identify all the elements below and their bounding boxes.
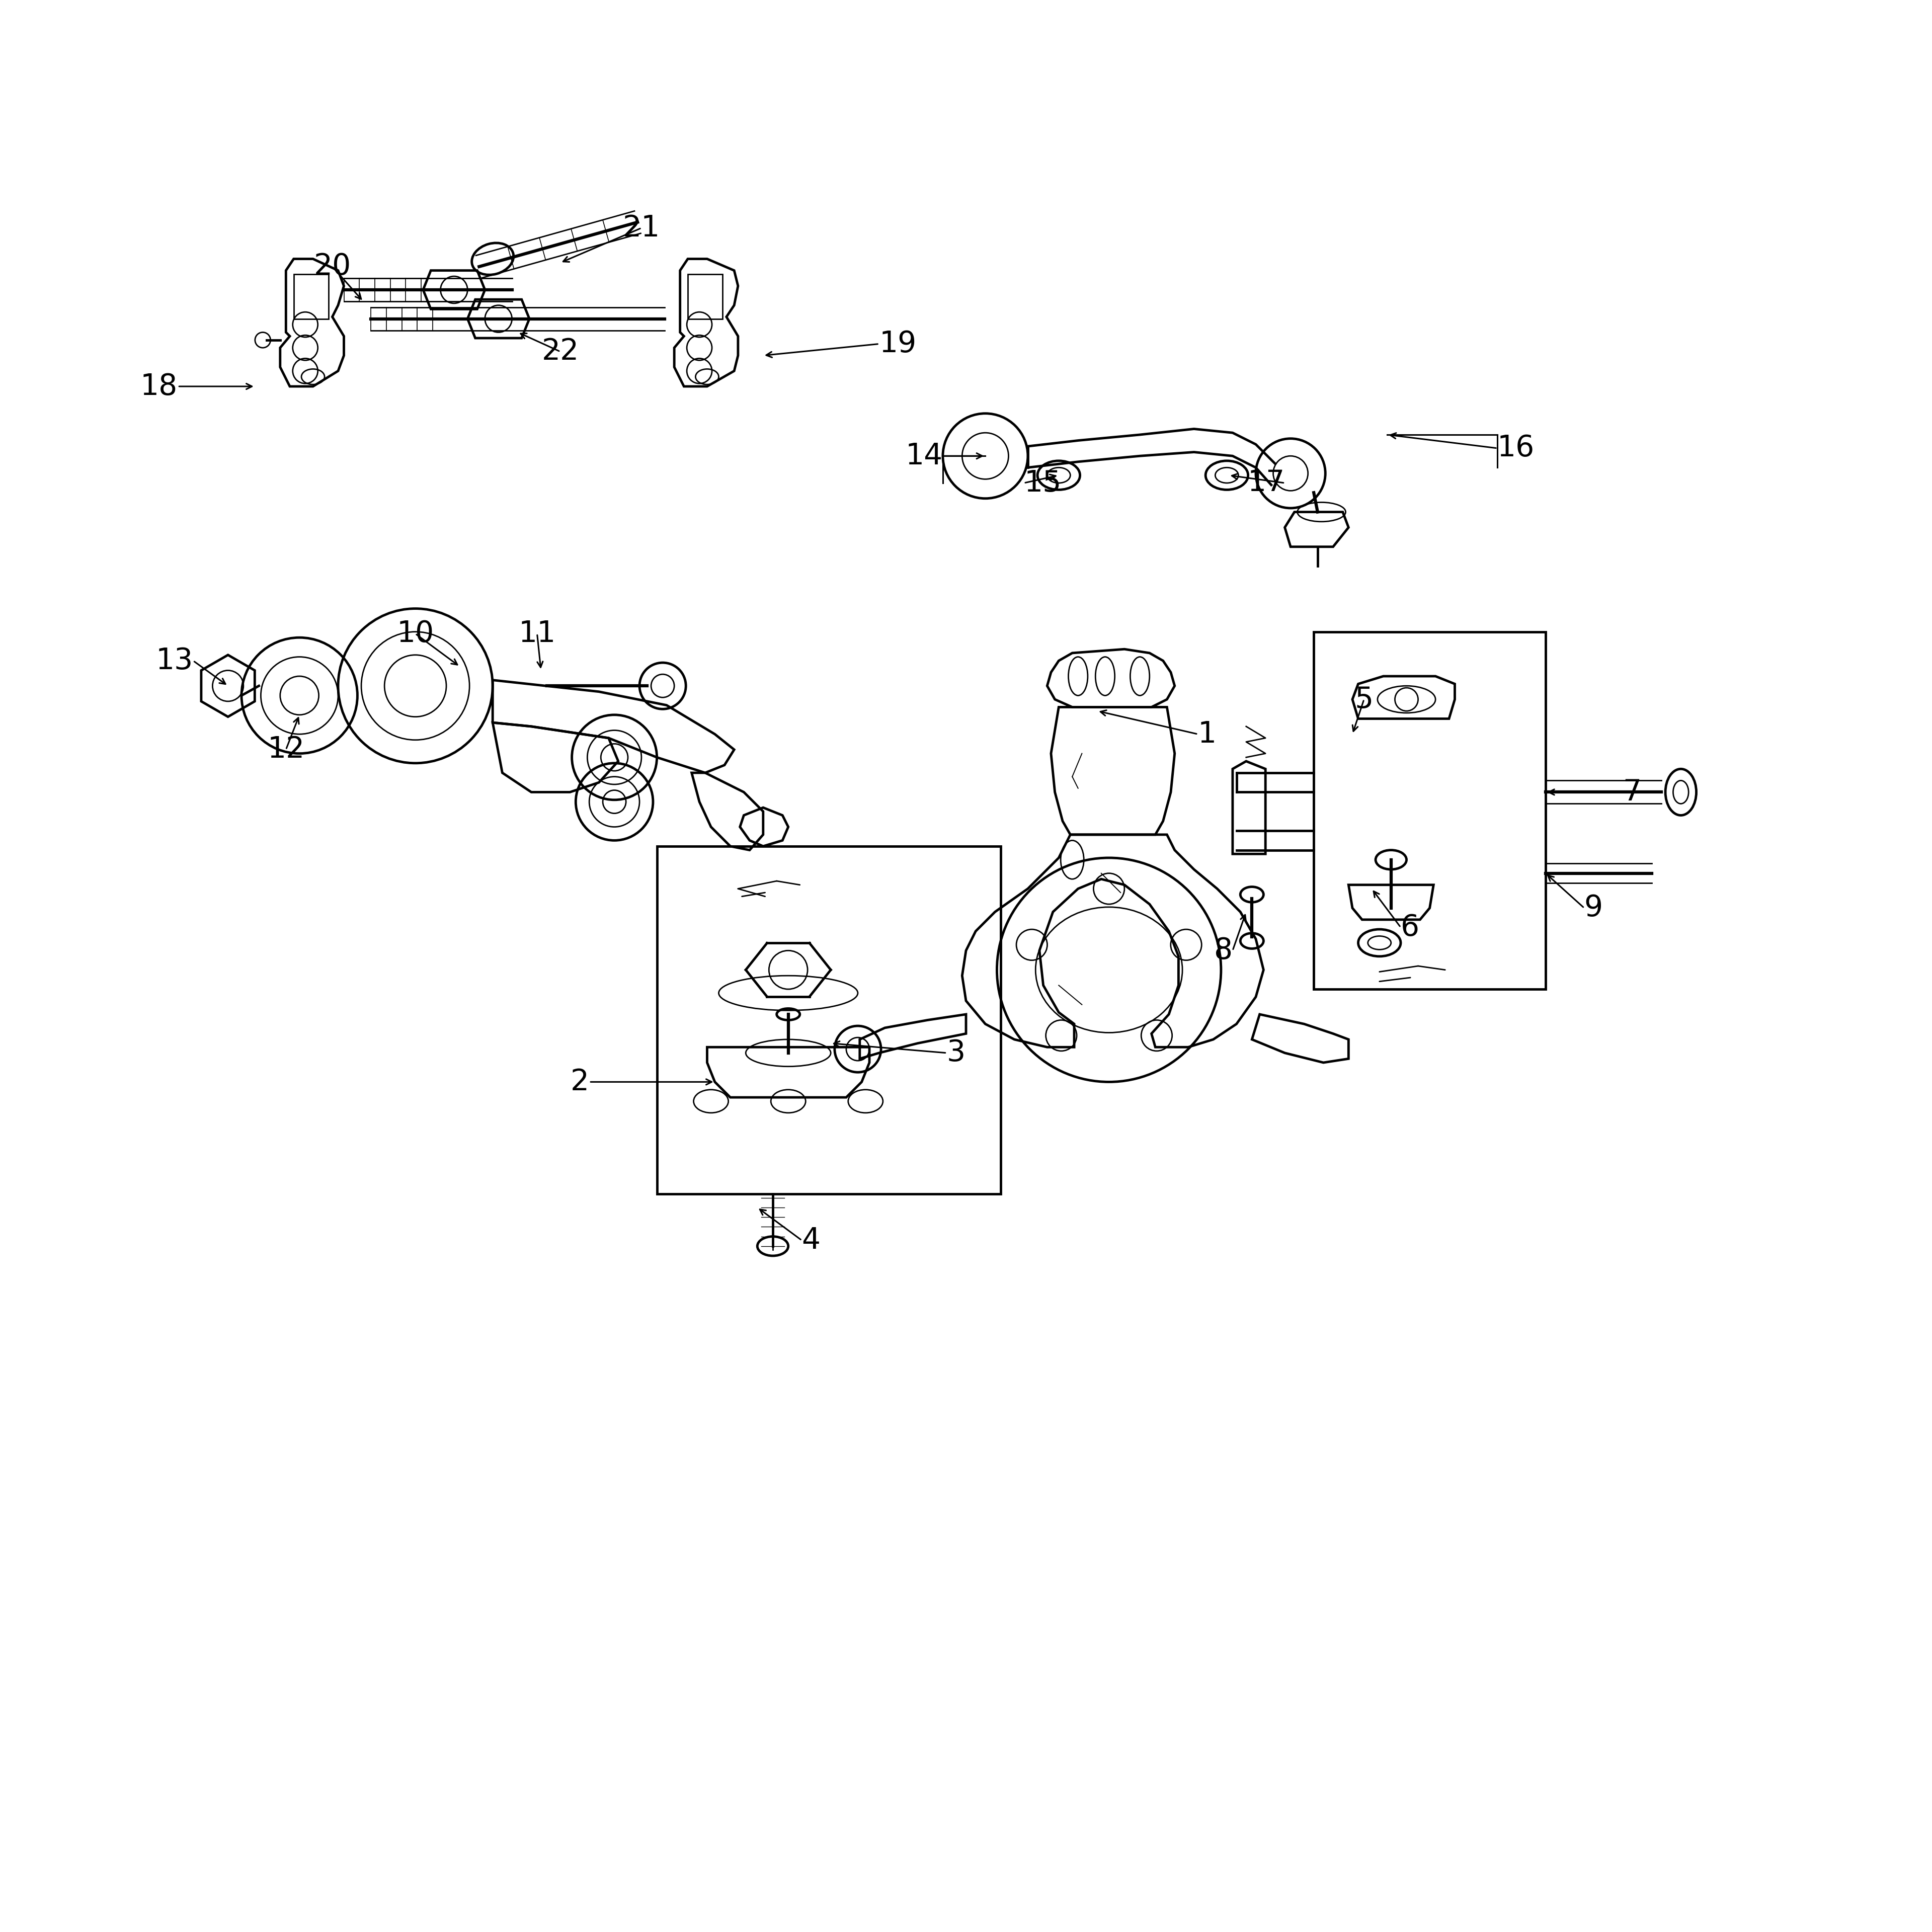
Text: 9: 9 [1584, 895, 1604, 922]
Text: 11: 11 [518, 620, 556, 647]
Text: 17: 17 [1248, 469, 1285, 497]
Text: 15: 15 [1024, 469, 1061, 497]
Text: 5: 5 [1354, 686, 1374, 713]
Text: 12: 12 [267, 736, 305, 763]
Text: 8: 8 [1213, 937, 1233, 964]
Text: 2: 2 [570, 1068, 589, 1095]
Text: 20: 20 [313, 253, 352, 280]
Text: 10: 10 [396, 620, 435, 647]
Bar [1314, 632, 1546, 989]
Text: 3: 3 [947, 1039, 966, 1066]
Bar [657, 846, 1001, 1194]
Text: 18: 18 [141, 373, 178, 400]
Text: 6: 6 [1401, 914, 1420, 941]
Text: 4: 4 [802, 1227, 821, 1254]
Text: 14: 14 [906, 442, 943, 469]
Text: 19: 19 [879, 330, 916, 357]
Text: 16: 16 [1497, 435, 1534, 462]
Text: 1: 1 [1198, 721, 1217, 748]
Text: 13: 13 [156, 647, 193, 674]
Text: 7: 7 [1623, 779, 1642, 806]
Text: 22: 22 [541, 338, 580, 365]
Text: 21: 21 [622, 214, 661, 242]
